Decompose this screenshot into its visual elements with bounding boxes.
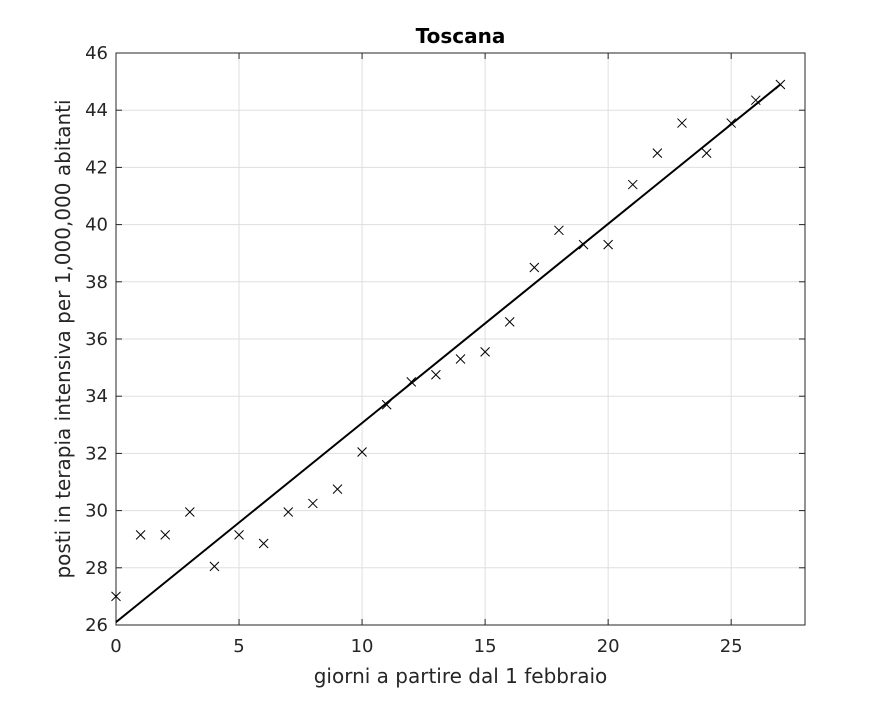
y-tick-label: 36: [85, 329, 108, 350]
y-tick-label: 26: [85, 615, 108, 636]
y-tick-label: 30: [85, 501, 108, 522]
data-point: [381, 399, 392, 410]
data-point: [775, 79, 786, 90]
fit-line-layer: [115, 83, 782, 623]
y-tick-label: 44: [85, 100, 108, 121]
data-point: [627, 179, 638, 190]
y-tick-label: 32: [85, 443, 108, 464]
data-point: [726, 118, 737, 128]
data-point: [406, 377, 417, 387]
data-point: [701, 148, 712, 158]
y-tick-label: 38: [85, 272, 108, 293]
data-point: [283, 507, 294, 517]
data-point: [652, 148, 663, 158]
data-point: [431, 369, 441, 380]
y-tick-label: 40: [85, 215, 108, 236]
y-tick-label: 34: [85, 386, 108, 407]
data-point: [308, 498, 318, 509]
data-point: [504, 316, 515, 327]
data-point: [209, 561, 220, 572]
y-tick-label: 42: [85, 157, 108, 178]
x-tick-label: 20: [597, 636, 620, 657]
x-tick-label: 5: [233, 636, 244, 657]
data-point: [234, 530, 244, 540]
data-point: [160, 530, 171, 540]
data-point: [111, 591, 121, 602]
chart-title: Toscana: [416, 24, 506, 48]
data-point: [357, 447, 367, 457]
data-point: [480, 347, 490, 357]
fit-line: [115, 83, 782, 623]
data-point: [529, 262, 540, 273]
x-tick-label: 15: [474, 636, 497, 657]
data-points-layer: [111, 79, 786, 602]
x-tick-label: 0: [110, 636, 121, 657]
data-point: [455, 354, 466, 364]
data-point: [135, 530, 146, 540]
data-point: [258, 538, 269, 549]
data-point: [677, 118, 687, 128]
x-tick-label: 25: [720, 636, 743, 657]
x-tick-label: 10: [351, 636, 374, 657]
tick-layer: 0 5 10 15 20 25 26 28 30 32 34 36 38 40 42 44 46: [85, 43, 805, 657]
data-point: [578, 239, 589, 250]
data-point: [184, 507, 195, 517]
x-axis-label: giorni a partire dal 1 febbraio: [314, 664, 608, 688]
y-tick-label: 46: [85, 43, 108, 64]
y-tick-label: 28: [85, 558, 108, 579]
y-axis-label: posti in terapia intensiva per 1,000,000…: [51, 99, 75, 578]
data-point: [750, 95, 761, 106]
data-point: [332, 484, 343, 495]
data-point: [603, 239, 613, 250]
data-point: [554, 225, 564, 236]
